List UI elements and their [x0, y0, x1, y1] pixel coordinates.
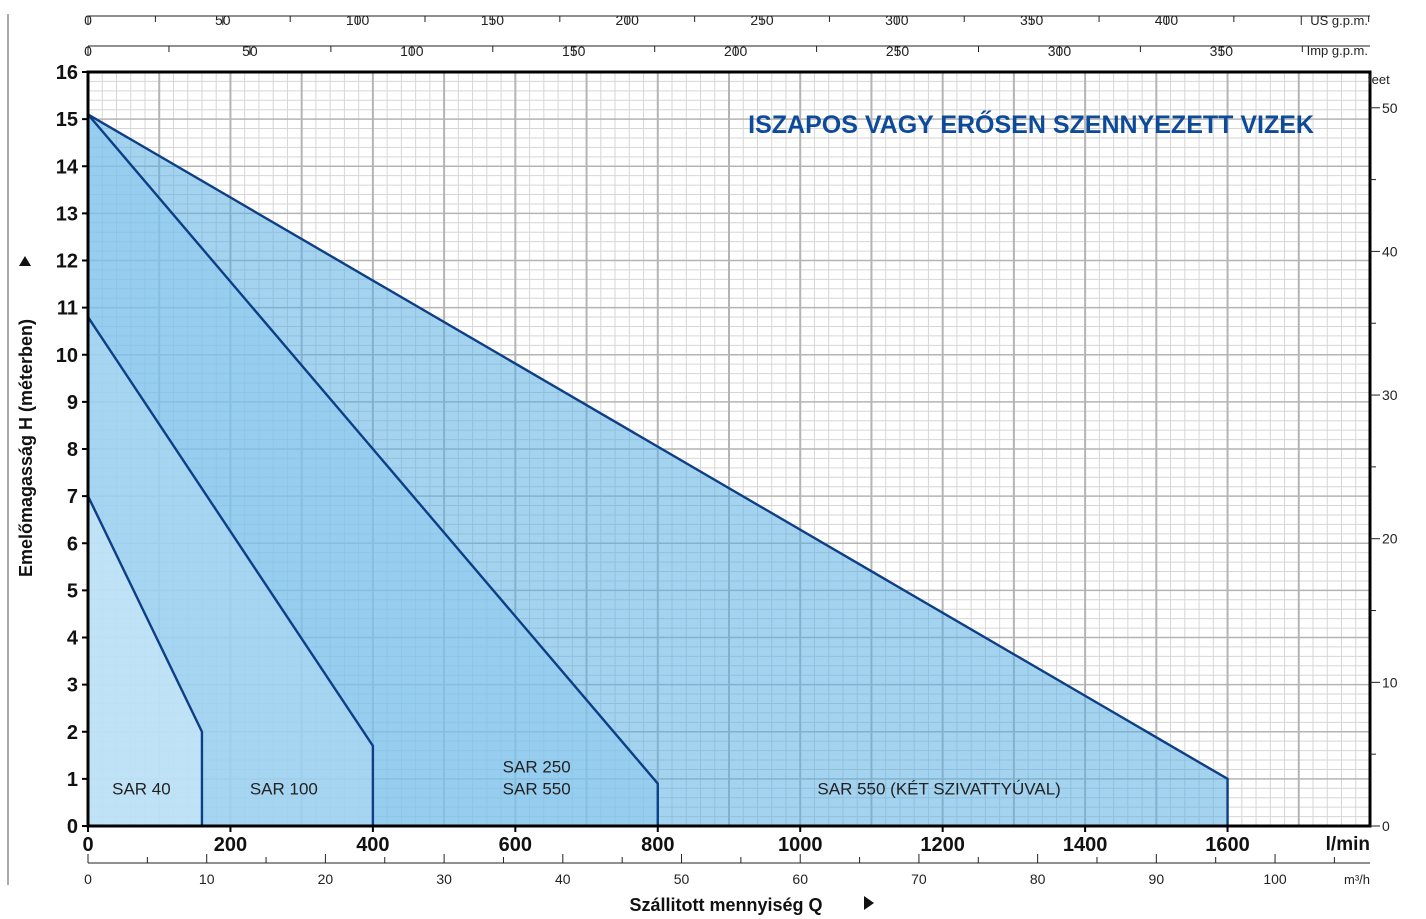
m3h-tick-label: 50: [674, 871, 690, 887]
imp-gpm-tick-label: 100: [400, 43, 424, 59]
imp-gpm-tick-label: 250: [886, 43, 910, 59]
m3h-tick-label: 60: [792, 871, 808, 887]
us-gpm-unit: US g.p.m.: [1310, 13, 1368, 28]
region-label: SAR 550 (KÉT SZIVATTYÚVAL): [817, 779, 1060, 798]
m3h-tick-label: 70: [911, 871, 927, 887]
y-tick-label: 10: [56, 345, 78, 367]
m3h-tick-label: 100: [1263, 871, 1287, 887]
m3h-tick-label: 20: [318, 871, 334, 887]
x-tick-label: 1000: [778, 834, 823, 856]
x-tick-label: 0: [82, 834, 93, 856]
area-sar-40: [88, 496, 202, 826]
x-tick-label: 200: [214, 834, 247, 856]
tick-layer: 0 200 400 600 800 1000 1200 1400 160001234567891…: [56, 12, 1398, 887]
m3h-tick-label: 80: [1030, 871, 1046, 887]
us-gpm-tick-label: 400: [1155, 12, 1179, 28]
x-axis-title: Szállitott mennyiség Q: [629, 895, 822, 915]
y-tick-label: 11: [57, 298, 78, 320]
us-gpm-tick-label: 50: [215, 12, 231, 28]
m3h-tick-label: 90: [1149, 871, 1165, 887]
m3h-tick-label: 0: [84, 871, 92, 887]
feet-tick-label: 10: [1382, 674, 1398, 690]
chart-title: ISZAPOS VAGY ERŐSEN SZENNYEZETT VIZEK: [748, 110, 1314, 139]
m3h-tick-label: 40: [555, 871, 571, 887]
curve-sar-550-k-t-szivatty-val: [87, 113, 1229, 826]
imp-gpm-unit: Imp g.p.m.: [1307, 43, 1368, 58]
curve-sar-40: [86, 495, 204, 826]
x-tick-label: 1400: [1063, 834, 1108, 856]
y-tick-label: 12: [56, 251, 78, 273]
us-gpm-tick-label: 250: [750, 12, 774, 28]
y-tick-label: 2: [67, 722, 78, 744]
y-tick-label: 7: [67, 486, 78, 508]
x-tick-label: 400: [356, 834, 389, 856]
y-tick-label: 4: [67, 628, 79, 650]
curve-sar-250-sar-550: [87, 113, 659, 826]
y-axis-title: Emelőmagasság H (méterben): [16, 319, 36, 577]
y-tick-label: 16: [56, 62, 78, 84]
feet-unit: feet: [1368, 72, 1390, 87]
x-tick-label: 1200: [920, 834, 965, 856]
us-gpm-tick-label: 150: [481, 12, 505, 28]
feet-tick-label: 40: [1382, 243, 1398, 259]
curve-sar-100: [87, 316, 375, 826]
x-tick-label: 800: [641, 834, 674, 856]
y-axis-title-group: Emelőmagasság H (méterben): [16, 256, 36, 577]
region-label: SAR 550: [503, 779, 571, 798]
y-tick-label: 13: [56, 203, 78, 225]
us-gpm-tick-label: 0: [84, 12, 92, 28]
x-axis-title-group: Szállitott mennyiség Q: [629, 895, 874, 915]
y-tick-label: 15: [56, 109, 78, 131]
y-tick-label: 5: [67, 580, 78, 602]
x-tick-label: 600: [499, 834, 532, 856]
us-gpm-tick-label: 300: [885, 12, 909, 28]
y-tick-label: 14: [56, 156, 79, 178]
y-tick-label: 8: [67, 439, 78, 461]
region-label: SAR 100: [250, 779, 318, 798]
us-gpm-tick-label: 100: [346, 12, 370, 28]
x-tick-label: 1600: [1205, 834, 1250, 856]
feet-tick-label: 30: [1382, 387, 1398, 403]
curve-areas: [86, 113, 1229, 827]
feet-tick-label: 20: [1382, 531, 1398, 547]
x-axis-arrow-icon: [864, 896, 874, 910]
imp-gpm-tick-label: 300: [1048, 43, 1072, 59]
imp-gpm-tick-label: 150: [562, 43, 586, 59]
y-tick-label: 9: [67, 392, 78, 414]
region-label: SAR 40: [112, 779, 171, 798]
y-tick-label: 1: [67, 769, 78, 791]
feet-tick-label: 0: [1382, 818, 1390, 834]
y-tick-label: 0: [67, 816, 78, 838]
x-unit-lmin: l/min: [1326, 834, 1370, 855]
imp-gpm-tick-label: 0: [84, 43, 92, 59]
feet-tick-label: 50: [1382, 100, 1398, 116]
us-gpm-tick-label: 200: [616, 12, 640, 28]
m3h-tick-label: 10: [199, 871, 215, 887]
imp-gpm-tick-label: 50: [242, 43, 258, 59]
region-label: SAR 250: [503, 757, 571, 776]
imp-gpm-tick-label: 350: [1210, 43, 1234, 59]
y-tick-label: 3: [67, 675, 78, 697]
imp-gpm-tick-label: 200: [724, 43, 748, 59]
m3h-unit: m³/h: [1344, 872, 1370, 887]
y-axis-arrow-icon: [19, 256, 31, 266]
y-tick-label: 6: [67, 533, 78, 555]
us-gpm-tick-label: 350: [1020, 12, 1044, 28]
m3h-tick-label: 30: [436, 871, 452, 887]
